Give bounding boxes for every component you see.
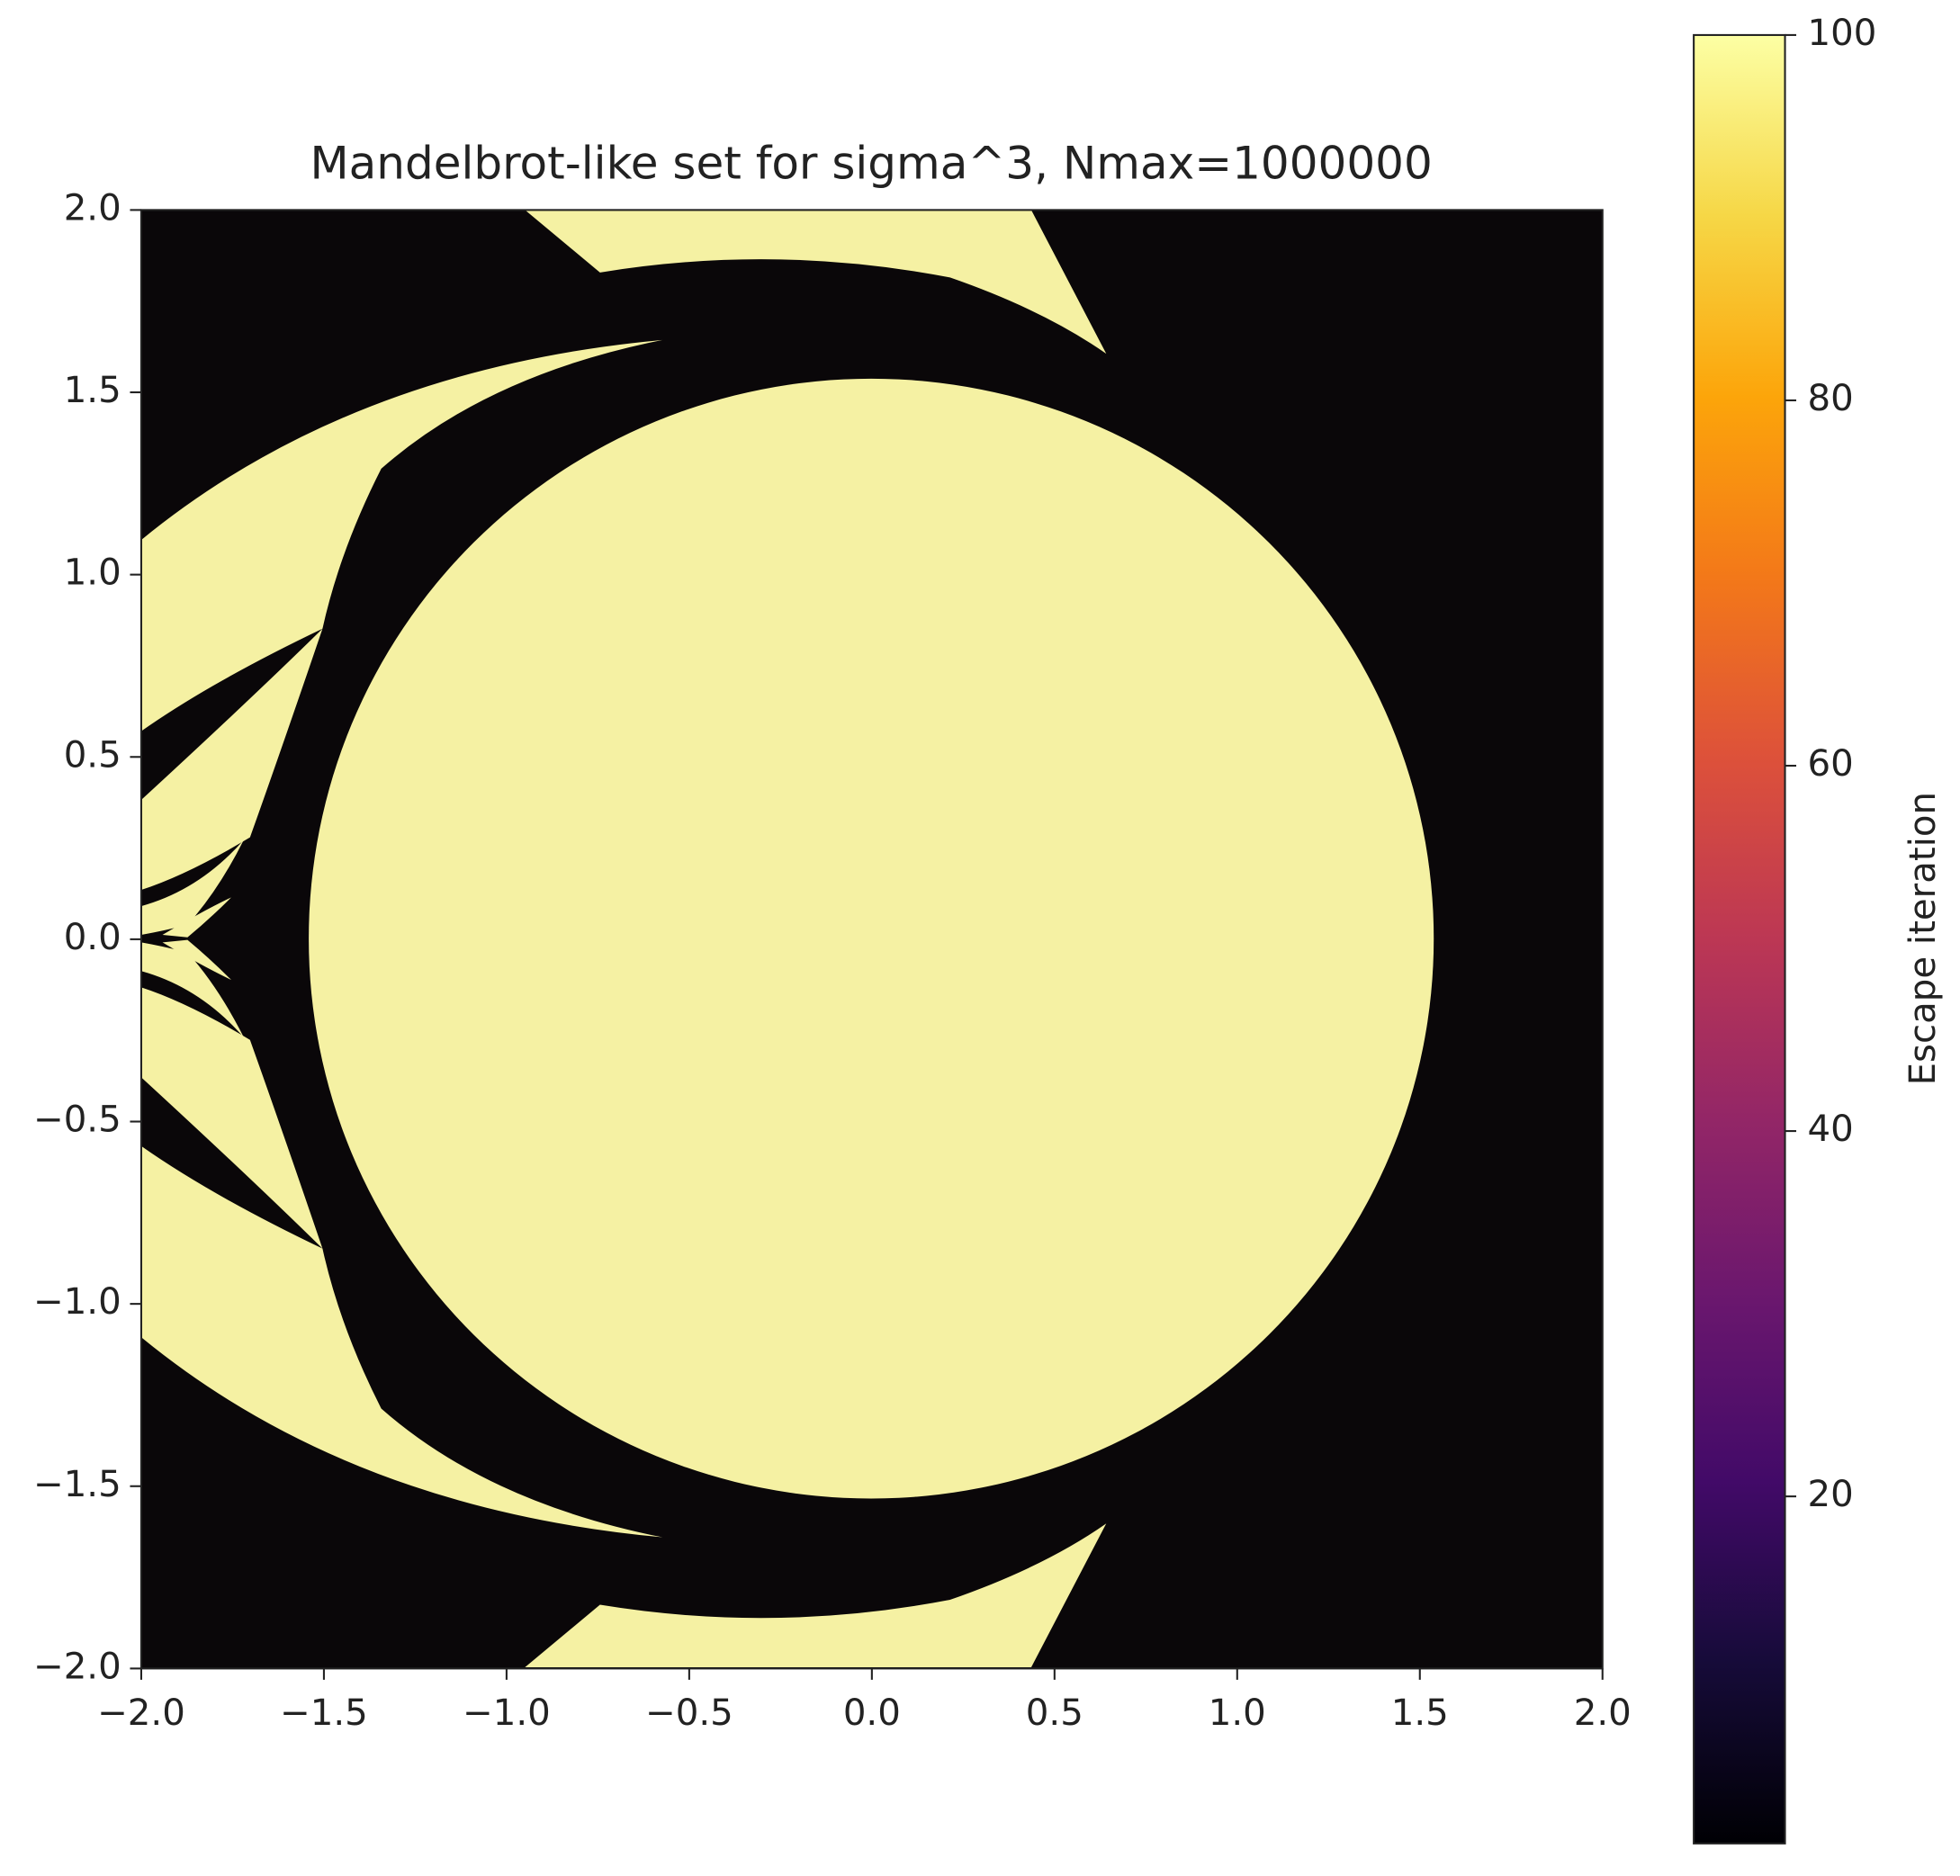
x-tick-label: −0.5 <box>645 1692 733 1734</box>
y-tick-label: −1.5 <box>33 1464 121 1505</box>
x-tick-label: 1.5 <box>1391 1692 1449 1734</box>
colorbar-label: Escape iteration <box>1902 792 1944 1085</box>
y-tick-label: 1.0 <box>64 552 121 594</box>
x-tick-label: 2.0 <box>1574 1692 1632 1734</box>
y-tick-label: 0.5 <box>64 734 121 776</box>
y-tick-label: −1.0 <box>33 1281 121 1323</box>
y-tick-label: −2.0 <box>33 1646 121 1687</box>
colorbar-tick-label: 40 <box>1808 1109 1854 1150</box>
chart-title: Mandelbrot-like set for sigma^3, Nmax=10… <box>310 137 1433 189</box>
x-tick-label: 0.5 <box>1026 1692 1083 1734</box>
x-tick-label: 0.0 <box>843 1692 901 1734</box>
y-tick-label: 1.5 <box>64 370 121 411</box>
x-tick-label: −2.0 <box>97 1692 185 1734</box>
x-tick-label: −1.0 <box>463 1692 551 1734</box>
y-tick-label: −0.5 <box>33 1100 121 1141</box>
colorbar-tick-label: 60 <box>1808 743 1854 785</box>
colorbar-tick-label: 20 <box>1808 1474 1854 1515</box>
y-tick-label: 0.0 <box>64 917 121 958</box>
x-tick-label: −1.5 <box>280 1692 368 1734</box>
heatmap-image <box>140 210 1603 1669</box>
x-tick-label: 1.0 <box>1209 1692 1266 1734</box>
colorbar-tick-label: 100 <box>1808 13 1877 54</box>
colorbar-tick-label: 80 <box>1808 378 1854 419</box>
colorbar <box>1693 33 1786 1845</box>
y-tick-label: 2.0 <box>64 187 121 229</box>
